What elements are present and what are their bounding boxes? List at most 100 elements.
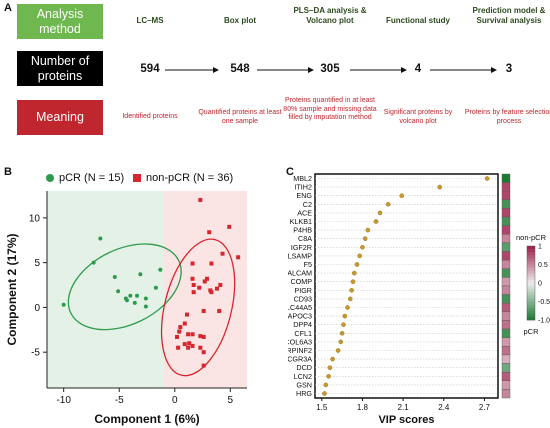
nonpcr-point bbox=[201, 308, 206, 313]
heat-cell-KLKB1 bbox=[501, 216, 511, 226]
protein-label-LCN2: LCN2 bbox=[294, 372, 312, 381]
pls-da-scatter-plot: -10 -5 0 5 -5 0 5 10 Component 1 (6%) Component 2… bbox=[5, 191, 247, 426]
colorbar-tick-1: 0.5 bbox=[538, 262, 548, 269]
heat-cell-SERPINF2 bbox=[501, 346, 511, 356]
protein-label-ITIH2: ITIH2 bbox=[294, 183, 312, 192]
y-axis-title: Component 2 (17%) bbox=[5, 233, 19, 345]
vip-point-CFL1 bbox=[339, 330, 345, 336]
step-title-5: Prediction model & Survival analysis bbox=[472, 6, 546, 25]
heat-cell-LSAMP bbox=[501, 251, 511, 261]
legend-pcr-marker bbox=[46, 174, 54, 182]
pcr-point bbox=[61, 302, 66, 307]
heat-cell-C2 bbox=[501, 199, 511, 209]
colorbar-segment bbox=[527, 301, 535, 305]
y-tick-label-0: -5 bbox=[31, 348, 40, 359]
heat-cell-GSN bbox=[501, 380, 511, 390]
y-tick-label-1: 0 bbox=[34, 303, 40, 314]
pcr-point bbox=[135, 293, 139, 298]
heat-cell-DPP4 bbox=[501, 320, 511, 330]
nonpcr-point bbox=[227, 224, 232, 229]
pcr-region-background bbox=[47, 191, 164, 388]
vip-plot-frame bbox=[314, 173, 499, 399]
vip-point-PIGR bbox=[349, 288, 354, 293]
panel-letter-b: B bbox=[4, 166, 12, 178]
nonpcr-region-background bbox=[163, 191, 247, 388]
colorbar-segment bbox=[527, 292, 535, 296]
nonpcr-point bbox=[218, 283, 223, 288]
colorbar-title-bottom: pCR bbox=[523, 327, 539, 336]
panel-letter-a: A bbox=[4, 2, 12, 14]
vip-point-ITIH2 bbox=[437, 184, 443, 190]
tag-meaning: Meaning bbox=[17, 100, 103, 135]
colorbar-segment bbox=[527, 295, 535, 299]
step-count-2: 548 bbox=[230, 63, 250, 75]
colorbar-segment bbox=[527, 289, 535, 293]
x-tick-label-0: -10 bbox=[56, 395, 71, 406]
colorbar-tick-0: 1 bbox=[538, 244, 542, 251]
colorbar-segment bbox=[527, 270, 535, 275]
nonpcr-point bbox=[198, 345, 203, 350]
step-meaning-5: Proteins by feature selection process bbox=[464, 109, 550, 125]
protein-label-APOC3: APOC3 bbox=[288, 312, 312, 321]
nonpcr-point bbox=[202, 279, 207, 284]
legend-nonpcr: non-pCR (N = 36) bbox=[133, 172, 233, 184]
vip-point-SLC44A5 bbox=[345, 305, 350, 310]
heat-cell-ITIH2 bbox=[501, 182, 511, 192]
nonpcr-point bbox=[198, 334, 203, 339]
vip-x-tick-label-4: 2.7 bbox=[479, 403, 491, 412]
protein-label-F5: F5 bbox=[304, 260, 312, 269]
pcr-point bbox=[125, 298, 129, 303]
nonpcr-point bbox=[191, 283, 196, 288]
vip-point-SERPINF2 bbox=[335, 348, 341, 353]
step-count-1: 594 bbox=[140, 63, 160, 75]
step-meaning-4: Significant proteins by volcano plot bbox=[383, 109, 453, 125]
nonpcr-point bbox=[177, 329, 182, 334]
nonpcr-point bbox=[201, 363, 206, 368]
legend-nonpcr-marker bbox=[133, 174, 141, 182]
y-tick-label-2: 5 bbox=[34, 258, 40, 269]
colorbar-segment bbox=[527, 310, 535, 315]
vip-point-F5 bbox=[354, 262, 360, 267]
vip-x-axis-title: VIP scores bbox=[378, 414, 434, 426]
pcr-point bbox=[132, 300, 137, 305]
nonpcr-point bbox=[205, 276, 209, 281]
x-tick-label-1: -5 bbox=[115, 395, 124, 406]
tag-number-of-proteins: Number of proteins bbox=[17, 51, 103, 86]
y-tick-label-3: 10 bbox=[29, 213, 41, 224]
pcr-point bbox=[153, 285, 158, 290]
protein-label-P4HB: P4HB bbox=[293, 226, 312, 235]
heat-cell-ACE bbox=[501, 208, 511, 218]
pcr-point bbox=[138, 272, 143, 277]
nonpcr-point bbox=[190, 343, 195, 348]
step-count-5: 3 bbox=[505, 63, 513, 75]
vip-point-GSN bbox=[323, 382, 329, 388]
pcr-point bbox=[91, 260, 96, 265]
protein-label-ENG: ENG bbox=[296, 191, 312, 200]
heat-cell-COMP bbox=[501, 277, 511, 287]
heat-cell-FCGR3A bbox=[501, 354, 511, 364]
colorbar-tick-2: 0 bbox=[538, 281, 542, 288]
colorbar-tick-3: -0.5 bbox=[538, 299, 550, 306]
vip-point-ALCAM bbox=[352, 270, 357, 276]
heat-cell-CFL1 bbox=[501, 328, 511, 338]
protein-label-SERPINF2: SERPINF2 bbox=[288, 346, 312, 355]
x-tick-label-3: 5 bbox=[228, 395, 234, 406]
pcr-point bbox=[128, 293, 133, 298]
colorbar-segment bbox=[527, 246, 535, 250]
pcr-point bbox=[98, 236, 103, 241]
nonpcr-point bbox=[186, 332, 191, 337]
workflow-arrows bbox=[165, 67, 497, 73]
protein-label-CFL1: CFL1 bbox=[294, 329, 312, 338]
vip-point-IGF2R bbox=[360, 245, 365, 250]
protein-label-LSAMP: LSAMP bbox=[288, 251, 312, 260]
colorbar-segment bbox=[527, 304, 535, 308]
vip-point-LSAMP bbox=[357, 253, 363, 259]
nonpcr-point bbox=[236, 255, 241, 260]
step-count-4: 4 bbox=[414, 63, 422, 75]
vip-point-HRG bbox=[322, 391, 327, 396]
nonpcr-point bbox=[208, 288, 213, 293]
legend-nonpcr-label: non-pCR (N = 36) bbox=[146, 172, 234, 184]
protein-label-IGF2R: IGF2R bbox=[291, 243, 312, 252]
nonpcr-point bbox=[201, 350, 206, 355]
legend-pcr: pCR (N = 15) bbox=[46, 172, 124, 184]
